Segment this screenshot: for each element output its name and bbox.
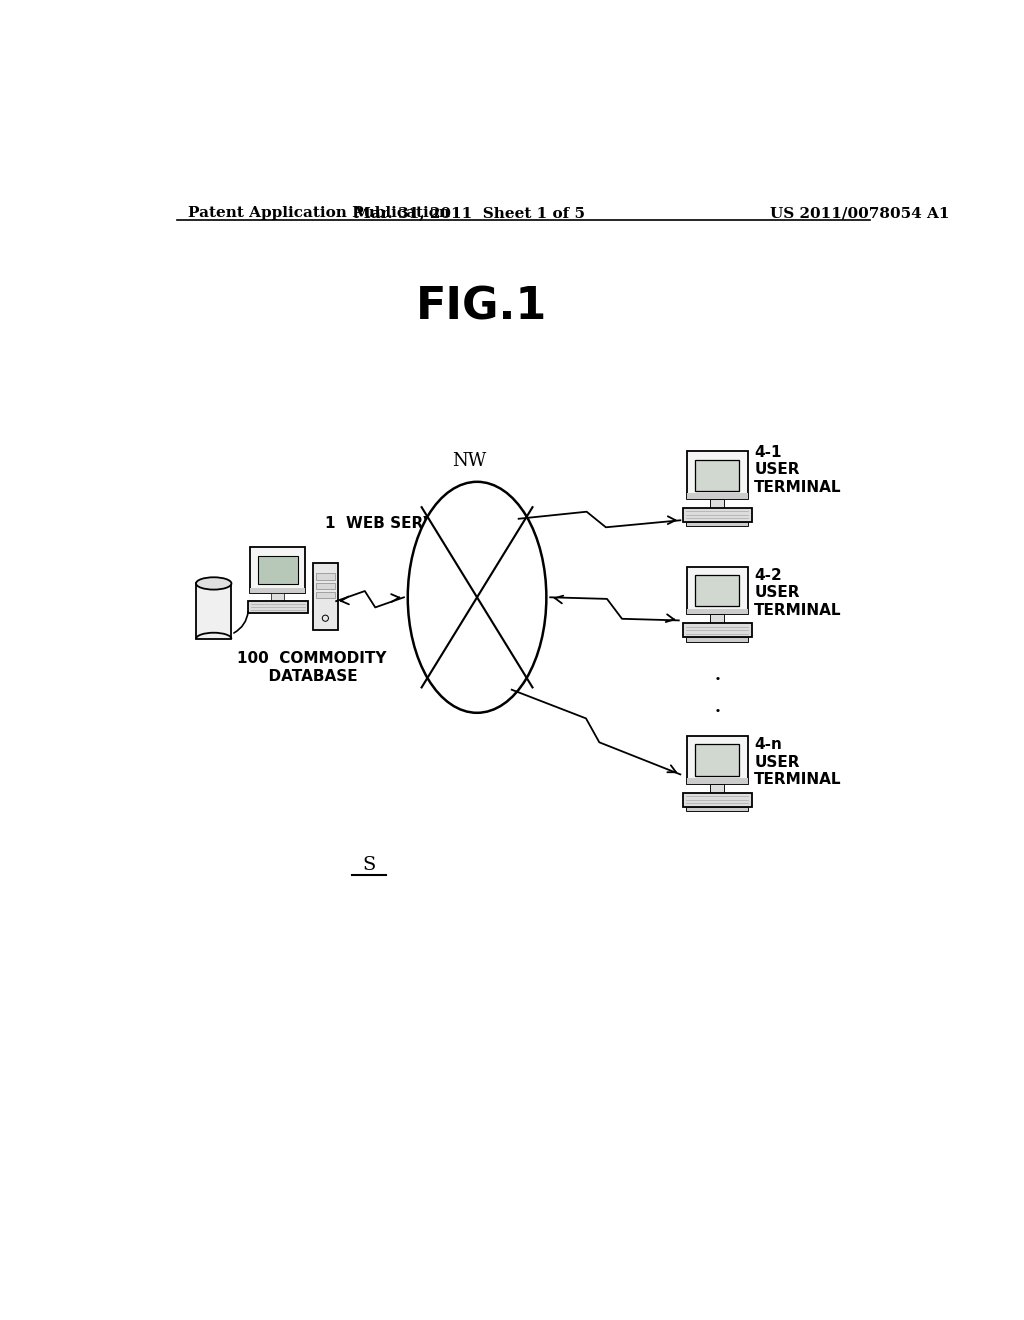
FancyBboxPatch shape	[315, 573, 335, 579]
Text: 100  COMMODITY
      DATABASE: 100 COMMODITY DATABASE	[237, 651, 386, 684]
Ellipse shape	[408, 482, 547, 713]
FancyBboxPatch shape	[271, 594, 284, 601]
FancyBboxPatch shape	[686, 638, 749, 642]
FancyBboxPatch shape	[258, 556, 298, 585]
FancyBboxPatch shape	[686, 807, 749, 812]
Text: Patent Application Publication: Patent Application Publication	[188, 206, 451, 220]
FancyBboxPatch shape	[695, 744, 739, 776]
FancyBboxPatch shape	[196, 583, 231, 639]
Text: S: S	[362, 857, 376, 875]
Text: US 2011/0078054 A1: US 2011/0078054 A1	[770, 206, 949, 220]
Ellipse shape	[196, 577, 231, 590]
FancyBboxPatch shape	[686, 777, 749, 784]
Text: 1  WEB SERVER: 1 WEB SERVER	[326, 516, 458, 532]
FancyBboxPatch shape	[686, 492, 749, 499]
FancyBboxPatch shape	[695, 576, 739, 606]
FancyBboxPatch shape	[711, 499, 724, 508]
FancyBboxPatch shape	[683, 793, 752, 807]
FancyBboxPatch shape	[686, 521, 749, 527]
FancyBboxPatch shape	[686, 451, 749, 499]
Text: 4-2
USER
TERMINAL: 4-2 USER TERMINAL	[755, 568, 842, 618]
Text: 4-n
USER
TERMINAL: 4-n USER TERMINAL	[755, 738, 842, 787]
FancyBboxPatch shape	[686, 609, 749, 614]
FancyBboxPatch shape	[315, 591, 335, 598]
FancyBboxPatch shape	[695, 459, 739, 491]
FancyBboxPatch shape	[250, 587, 305, 594]
Text: NW: NW	[453, 453, 486, 470]
Text: Mar. 31, 2011  Sheet 1 of 5: Mar. 31, 2011 Sheet 1 of 5	[354, 206, 585, 220]
Text: FIG.1: FIG.1	[416, 285, 547, 329]
FancyBboxPatch shape	[248, 601, 307, 614]
FancyBboxPatch shape	[250, 548, 305, 594]
FancyBboxPatch shape	[686, 566, 749, 614]
FancyBboxPatch shape	[711, 784, 724, 793]
FancyBboxPatch shape	[711, 614, 724, 623]
Text: 4-1
USER
TERMINAL: 4-1 USER TERMINAL	[755, 445, 842, 495]
FancyBboxPatch shape	[315, 582, 335, 589]
FancyBboxPatch shape	[683, 508, 752, 521]
FancyBboxPatch shape	[683, 623, 752, 638]
FancyBboxPatch shape	[313, 562, 338, 631]
Text: ·
·
·: · · ·	[714, 669, 721, 756]
FancyBboxPatch shape	[686, 737, 749, 784]
FancyArrowPatch shape	[233, 611, 248, 634]
